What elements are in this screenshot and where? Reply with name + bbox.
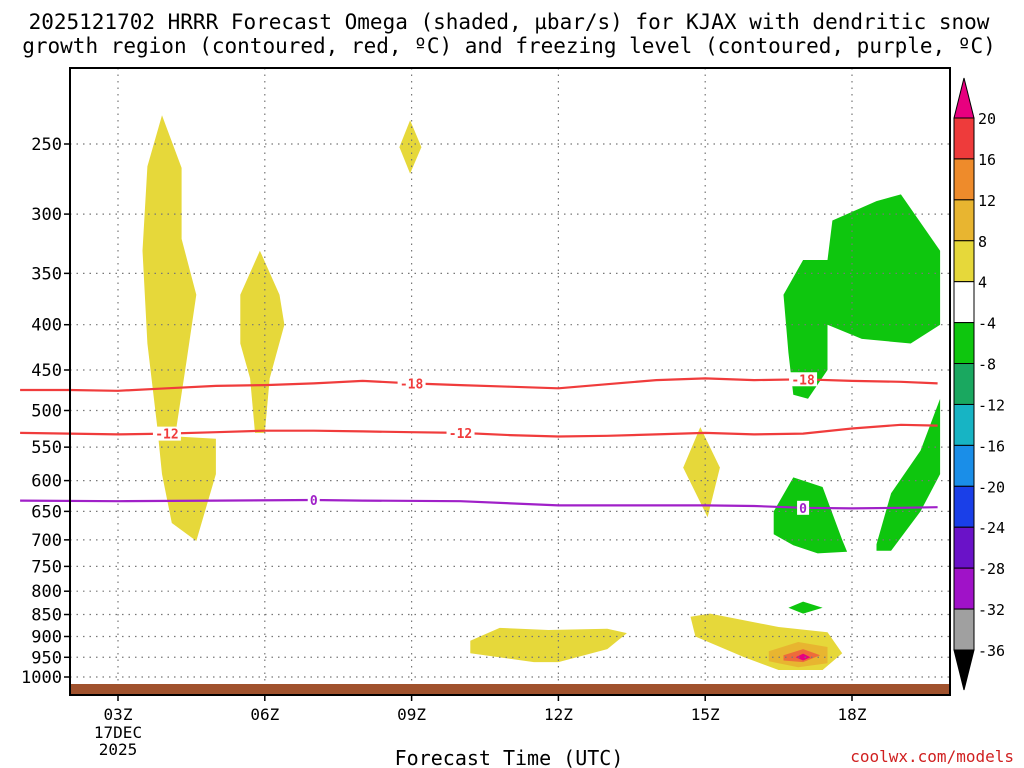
colorbar-label--16: -16 (978, 437, 1005, 455)
freezing-level-label-bg-1 (797, 500, 810, 515)
contour-labels: -18 -18 -12 -12 0 0 (152, 372, 818, 517)
plot-frame (69, 67, 951, 696)
dgz-minus12-label-bg-1 (446, 425, 475, 440)
y-tick-label-950: 950 (31, 648, 62, 668)
colorbar-band-5 (953, 322, 975, 365)
x-tick-label-06Z: 06Z (250, 705, 279, 724)
omega-yellow-6z-column (240, 250, 285, 433)
colorbar-band-10 (953, 526, 975, 569)
x-axis-time: 03Z 06Z 09Z 12Z 15Z 18Z (104, 695, 867, 724)
y-tick-label-650: 650 (31, 502, 62, 522)
omega-yellow-9z-cell (399, 120, 422, 174)
freezing-level-label-bg-0 (307, 492, 320, 507)
colorbar-band-11 (953, 567, 975, 610)
colorbar-band-3 (953, 240, 975, 283)
colorbar-label--8: -8 (978, 356, 996, 374)
y-tick-label-250: 250 (31, 135, 62, 155)
y-tick-label-750: 750 (31, 557, 62, 577)
colorbar-label--4: -4 (978, 315, 996, 333)
omega-green-right (876, 398, 941, 551)
dgz-minus18-label-0: -18 (400, 377, 424, 392)
omega-magenta-17z-max (795, 653, 811, 661)
dgz-minus12-label-bg-0 (152, 426, 181, 441)
y-tick-label-850: 850 (31, 606, 62, 626)
y-tick-label-400: 400 (31, 316, 62, 336)
colorbar-label-8: 8 (978, 233, 987, 251)
colorbar-label-4: 4 (978, 274, 987, 292)
terrain-ground (70, 684, 950, 695)
colorbar-label-12: 12 (978, 192, 996, 210)
colorbar-band-7 (953, 403, 975, 446)
dgz-minus18-label-bg-1 (789, 372, 818, 387)
freezing-level-line (20, 498, 938, 510)
dgz-minus18-label-1: -18 (791, 373, 815, 388)
colorbar-band-6 (953, 363, 975, 405)
colorbar-band-4 (953, 281, 975, 324)
colorbar-label-20: 20 (978, 110, 996, 128)
chart-title-line2: growth region (contoured, red, ºC) and f… (22, 34, 996, 58)
x-tick-label-18Z: 18Z (838, 705, 867, 724)
colorbar-label--20: -20 (978, 478, 1005, 496)
colorbar-label--32: -32 (978, 601, 1005, 619)
y-tick-label-600: 600 (31, 472, 62, 492)
chart-title: 2025121702 HRRR Forecast Omega (shaded, … (22, 10, 996, 58)
y-tick-label-450: 450 (31, 361, 62, 381)
colorbar-label--24: -24 (978, 519, 1005, 537)
credit-link[interactable]: coolwx.com/models (850, 747, 1014, 766)
y-tick-label-350: 350 (31, 264, 62, 284)
omega-shading (142, 115, 941, 670)
colorbar-bottom-arrow (953, 649, 975, 691)
y-tick-label-1000: 1000 (21, 668, 62, 688)
colorbar-band-12 (953, 608, 975, 651)
chart-title-line1: 2025121702 HRRR Forecast Omega (shaded, … (29, 10, 990, 34)
colorbar-label--28: -28 (978, 560, 1005, 578)
x-tick-label-12Z: 12Z (544, 705, 573, 724)
colorbar-label--12: -12 (978, 396, 1005, 414)
omega-yellow-11z-low (470, 627, 627, 663)
y-tick-label-700: 700 (31, 531, 62, 551)
y-tick-label-800: 800 (31, 582, 62, 602)
colorbar-legend: 20 16 12 8 4 -4 -8 -12 -16 -20 -24 -28 -32 -36 (953, 77, 1005, 691)
y-tick-label-550: 550 (31, 438, 62, 458)
colorbar-band-1 (953, 158, 975, 201)
omega-green-upper (783, 194, 941, 399)
colorbar-band-9 (953, 485, 975, 528)
y-tick-label-900: 900 (31, 627, 62, 647)
x-tick-label-15Z: 15Z (691, 705, 720, 724)
colorbar-label--36: -36 (978, 642, 1005, 660)
omega-green-850 (788, 601, 823, 614)
x-tick-label-09Z: 09Z (397, 705, 426, 724)
colorbar-label-16: 16 (978, 151, 996, 169)
colorbar-band-0 (953, 117, 975, 160)
date-label-year: 2025 (99, 740, 138, 759)
y-axis-pressure: 2503003504004505005506006507007508008509… (21, 135, 70, 688)
colorbar-band-2 (953, 199, 975, 242)
colorbar-top-arrow (953, 77, 975, 119)
freezing-level-label-1: 0 (799, 502, 807, 517)
y-tick-label-500: 500 (31, 402, 62, 422)
x-tick-label-03Z: 03Z (104, 705, 133, 724)
colorbar-band-8 (953, 444, 975, 487)
dgz-minus18-label-bg-0 (397, 376, 426, 391)
x-axis-label: Forecast Time (UTC) (395, 746, 624, 768)
omega-green-650 (773, 477, 848, 554)
plot-area: -18 -18 -12 -12 0 0 (20, 67, 951, 696)
y-tick-label-300: 300 (31, 205, 62, 225)
omega-yellow-15z-cell (683, 427, 720, 518)
dgz-minus12-label-1: -12 (449, 427, 472, 442)
freezing-level-label-0: 0 (310, 494, 318, 509)
date-label-day: 17DEC (94, 723, 142, 742)
dgz-minus12-label-0: -12 (155, 428, 178, 443)
